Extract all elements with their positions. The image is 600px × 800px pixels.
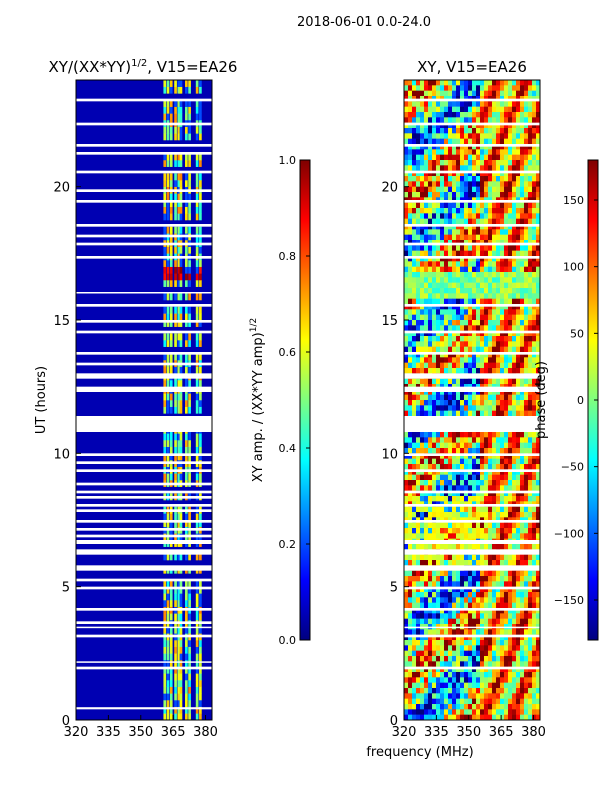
amplitude-x-tick-label: 350 [128, 725, 153, 740]
phase-panel-title: XY, V15=EA26 [417, 58, 527, 76]
phase-x-tick-label: 320 [392, 725, 417, 740]
phase-x-tick-label: 350 [456, 725, 481, 740]
phase-colorbar-tick-label: −100 [554, 527, 584, 540]
amplitude-colorbar-tick-label: 0.8 [279, 250, 297, 263]
amplitude-colorbar-tick-label: 0.0 [279, 634, 297, 647]
phase-colorbar-label: phase (deg) [534, 361, 549, 439]
amplitude-y-tick-label: 0 [62, 714, 70, 729]
phase-y-tick-label: 10 [381, 447, 398, 462]
y-axis-label: UT (hours) [34, 366, 49, 434]
phase-colorbar-tick-label: −150 [554, 594, 584, 607]
phase-y-tick-label: 15 [381, 314, 398, 329]
phase-ticks: 320 335 350 365 380 0 5 10 15 20 [381, 181, 545, 740]
amplitude-heatmap [76, 80, 212, 720]
phase-heatmap [404, 80, 540, 720]
amplitude-y-tick-label: 15 [53, 314, 70, 329]
phase-colorbar: −150 −100 −50 0 50 100 150 phase (deg) [534, 159, 599, 641]
amplitude-y-tick-label: 10 [53, 447, 70, 462]
phase-panel: XY, V15=EA26 320 335 350 365 380 0 5 10 15 20 fre… [366, 58, 546, 760]
amplitude-ticks: 320 335 350 365 380 0 5 10 15 20 [53, 181, 217, 740]
amplitude-panel-title: XY/(XX*YY)1/2, V15=EA26 [49, 58, 238, 76]
amplitude-x-tick-label: 365 [161, 725, 186, 740]
phase-colorbar-tick-label: 100 [563, 261, 584, 274]
amplitude-colorbar-label: XY amp. / (XX*YY amp)1/2 [249, 318, 266, 482]
phase-x-tick-label: 335 [424, 725, 449, 740]
phase-y-tick-label: 5 [390, 581, 398, 596]
phase-colorbar-tick-label: 50 [570, 327, 584, 340]
amplitude-panel: XY/(XX*YY)1/2, V15=EA26 320 335 350 365 380 0… [34, 58, 237, 740]
amplitude-colorbar-tick-label: 1.0 [279, 154, 297, 167]
phase-colorbar-ticks: −150 −100 −50 0 50 100 150 [554, 194, 598, 607]
amplitude-x-tick-label: 335 [96, 725, 121, 740]
amplitude-colorbar-ticks: 0.0 0.2 0.4 0.6 0.8 1.0 [279, 154, 310, 647]
amplitude-y-tick-label: 5 [62, 581, 70, 596]
phase-colorbar-tick-label: 0 [577, 394, 584, 407]
phase-y-tick-label: 20 [381, 181, 398, 196]
phase-axes-frame [403, 79, 541, 721]
phase-colorbar-tick-label: 150 [563, 194, 584, 207]
x-axis-label: frequency (MHz) [366, 745, 473, 760]
phase-x-tick-label: 365 [489, 725, 514, 740]
amplitude-x-tick-label: 380 [193, 725, 218, 740]
amplitude-colorbar-bar [299, 159, 311, 641]
amplitude-colorbar-tick-label: 0.4 [279, 442, 297, 455]
amplitude-x-tick-label: 320 [64, 725, 89, 740]
amplitude-axes-frame [75, 79, 213, 721]
amplitude-y-tick-label: 20 [53, 181, 70, 196]
figure-suptitle: 2018-06-01 0.0-24.0 [297, 15, 431, 30]
phase-x-tick-label: 380 [521, 725, 546, 740]
amplitude-colorbar-tick-label: 0.6 [279, 346, 297, 359]
phase-y-tick-label: 0 [390, 714, 398, 729]
amplitude-colorbar-tick-label: 0.2 [279, 538, 297, 551]
phase-colorbar-tick-label: −50 [561, 461, 584, 474]
amplitude-colorbar: 0.0 0.2 0.4 0.6 0.8 1.0 XY amp. / (XX*YY amp)… [249, 154, 311, 647]
